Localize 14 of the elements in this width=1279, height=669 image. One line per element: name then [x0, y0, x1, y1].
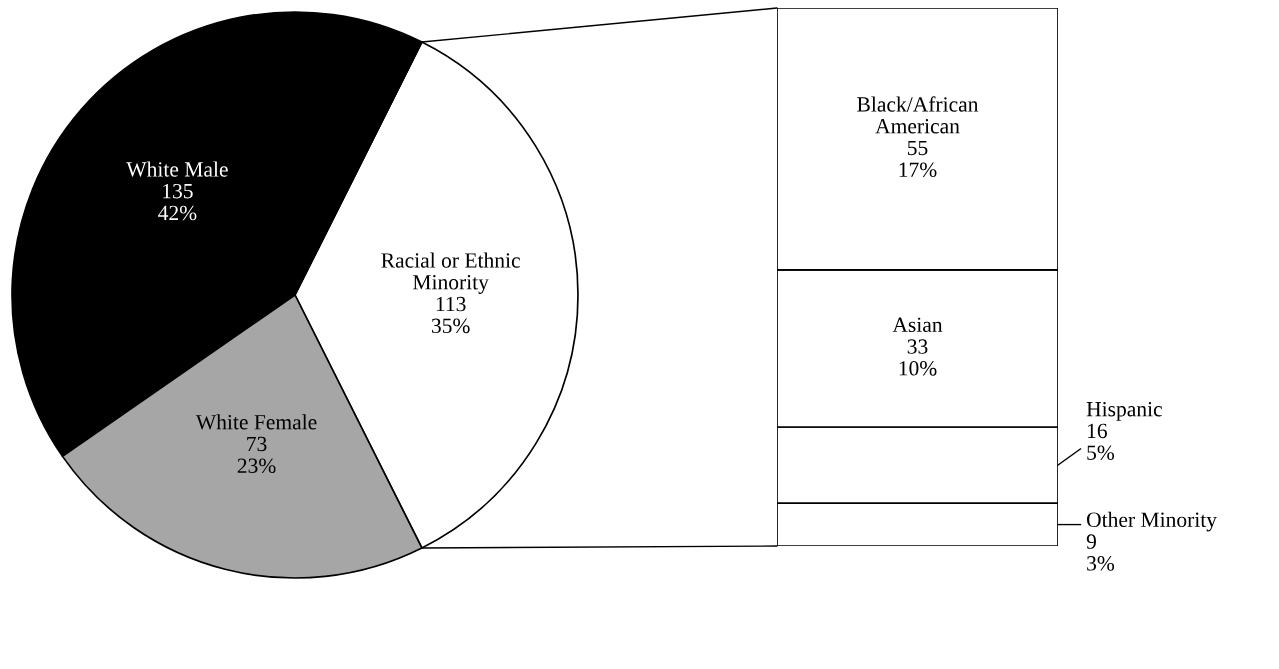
series-label: Hispanic [1086, 401, 1162, 421]
data-label: 113 35% [431, 296, 470, 334]
slice-label: White Male [126, 161, 228, 177]
data-label: 73 23% [237, 436, 276, 474]
slice-label: Racial or Ethnic Minority [381, 252, 520, 294]
series-label: Asian [892, 317, 943, 333]
data-label: 9 3% [1086, 534, 1115, 571]
data-label: 16 5% [1087, 423, 1115, 460]
data-label: 33 10% [899, 339, 937, 376]
series-label: Black/African American [857, 96, 979, 134]
data-label: 135 42% [158, 183, 197, 221]
slice-label: White Female [195, 414, 317, 430]
data-label: 55 17% [899, 140, 937, 178]
series-label: Other Minority [1086, 511, 1217, 532]
